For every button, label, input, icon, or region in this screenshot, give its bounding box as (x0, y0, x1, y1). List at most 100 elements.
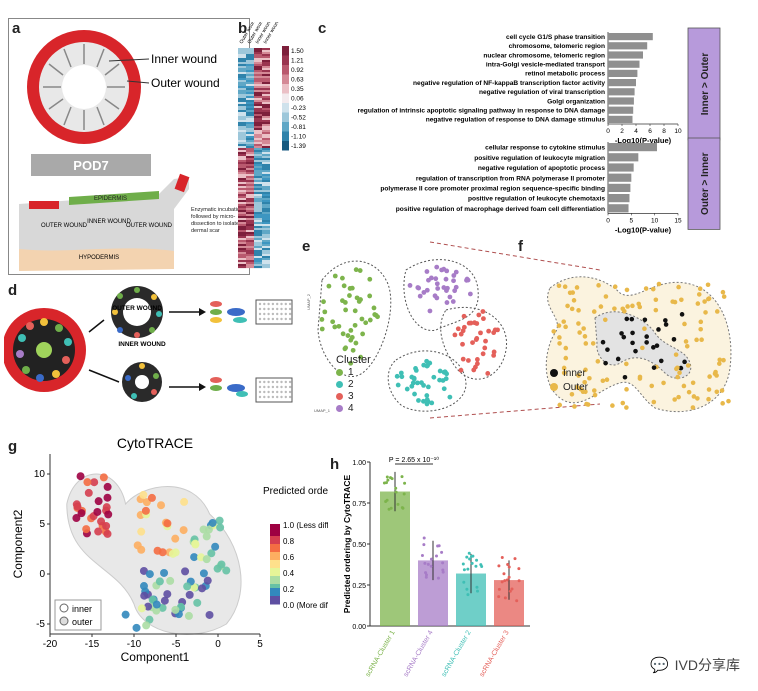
heatmap-cell (238, 48, 246, 51)
umap-point (404, 386, 410, 392)
scale-swatch (282, 112, 289, 122)
umap-point (341, 283, 347, 289)
heatmap-cell (262, 94, 270, 97)
heatmap-cell (254, 230, 262, 233)
c-category-label: regulation of intrinsic apoptotic signal… (358, 108, 606, 115)
g-colorbar-step (270, 540, 280, 545)
umap-point (358, 354, 364, 360)
plate-well (258, 317, 262, 321)
f-point (658, 358, 664, 364)
umap-point (447, 294, 453, 300)
pod7-box (31, 154, 151, 176)
f-point (663, 322, 669, 327)
g-colorbar-step (270, 544, 280, 549)
h-category-label: scRNA-Cluster 2 (441, 629, 473, 678)
heatmap-cell (238, 252, 246, 255)
c-bar (608, 163, 634, 172)
heatmap-cell (238, 190, 246, 193)
c-bar (608, 79, 636, 87)
f-point (690, 380, 696, 386)
heatmap-cell (262, 152, 270, 155)
g-colorbar-title-1: Predicted order (263, 486, 328, 497)
f-point (694, 337, 699, 343)
h-y-tick-label: 0.50 (352, 542, 366, 549)
umap-point (395, 382, 401, 388)
h-jitter-point (479, 563, 483, 567)
heatmap-cell (246, 170, 254, 173)
heatmap-cell (246, 262, 254, 265)
heatmap-cell (254, 76, 262, 79)
heatmap-cell (262, 202, 270, 205)
g-legend-swatch (59, 616, 69, 626)
heatmap-cell (246, 232, 254, 235)
h-y-tick-label: 0.75 (352, 501, 366, 508)
f-point (691, 394, 697, 399)
heatmap-cell (254, 146, 262, 149)
umap-point (352, 308, 358, 314)
heatmap-cell (254, 134, 262, 137)
heatmap-cell (238, 120, 246, 123)
heatmap-cell (262, 64, 270, 67)
c-bar (608, 204, 629, 213)
heatmap-cell (246, 242, 254, 245)
plate-well (267, 307, 270, 311)
heatmap-cell (254, 176, 262, 179)
heatmap-cell (262, 72, 270, 75)
heatmap-cell (238, 64, 246, 67)
g-cell-point (155, 577, 164, 586)
heatmap-cell (262, 262, 270, 265)
heatmap-cell (262, 264, 270, 267)
heatmap-cells (238, 48, 270, 269)
f-point (690, 405, 696, 410)
g-cell-point (103, 529, 112, 538)
plate-well (263, 307, 266, 311)
f-point (706, 396, 711, 402)
heatmap-cell (254, 72, 262, 75)
heatmap-cell (246, 198, 254, 201)
heatmap-cell (246, 176, 254, 179)
heatmap-cell (254, 128, 262, 131)
heatmap-cell (262, 120, 270, 123)
g-cell-point (104, 510, 113, 519)
f-point (582, 379, 587, 385)
heatmap-cell (262, 180, 270, 183)
heatmap-cell (254, 174, 262, 177)
g-cell-point (73, 502, 82, 511)
heatmap-cell (262, 154, 270, 157)
plate-well (267, 302, 270, 306)
panel-c: cell cycle G1/S phase transition chromoso… (318, 20, 758, 240)
heatmap-cell (238, 178, 246, 181)
h-jitter-point (386, 478, 390, 482)
f-point (681, 383, 687, 389)
f-point (630, 303, 635, 309)
scale-label: -1.10 (291, 134, 306, 141)
heatmap-cell (246, 258, 254, 261)
f-point (643, 286, 649, 291)
heatmap-cell (262, 246, 270, 249)
heatmap-cell (238, 182, 246, 185)
heatmap-cell (246, 138, 254, 141)
umap-point (363, 320, 369, 326)
umap-point (367, 276, 373, 282)
h-jitter-point (508, 589, 512, 593)
h-jitter-point (465, 587, 469, 591)
heatmap-cell (254, 156, 262, 159)
heatmap-cell (254, 212, 262, 215)
f-legend-item: Inner (550, 366, 620, 380)
g-cell-point (202, 532, 211, 541)
g-cell-point (216, 523, 225, 532)
h-jitter-point (385, 498, 389, 502)
heatmap-cell (254, 158, 262, 161)
plate-well (280, 317, 283, 321)
heatmap-cell (262, 144, 270, 147)
heatmap-cell (254, 180, 262, 183)
h-jitter-point (467, 551, 471, 555)
heatmap-cell (262, 250, 270, 253)
plate-well (288, 380, 292, 384)
plate-well (258, 380, 262, 384)
g-colorbar-step (270, 592, 280, 597)
heatmap-cell (246, 124, 254, 127)
heatmap-cell (246, 252, 254, 255)
cluster-legend-item: 3 (336, 390, 396, 402)
f-point (717, 361, 722, 366)
